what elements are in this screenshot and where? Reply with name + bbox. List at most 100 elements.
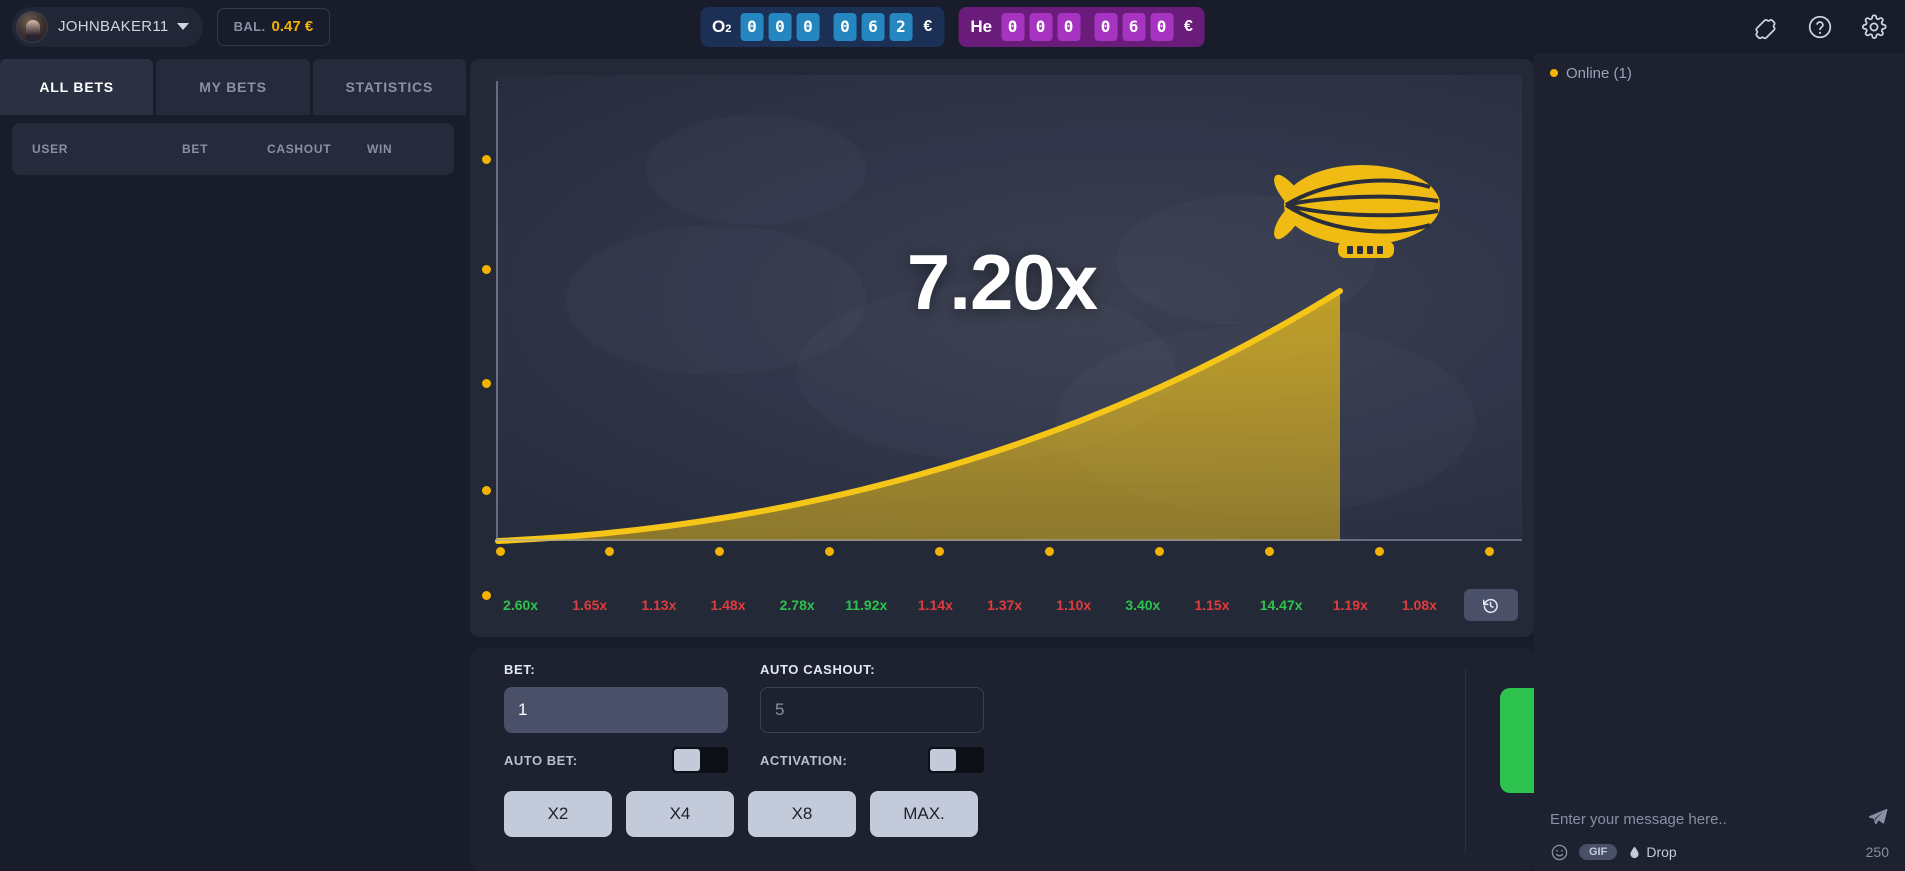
- tab-all-bets[interactable]: ALL BETS: [0, 59, 154, 115]
- counter-he-tag: He: [970, 16, 993, 36]
- ticket-icon[interactable]: [1753, 14, 1779, 40]
- bets-sidebar: ALL BETS MY BETS STATISTICS USER BET CAS…: [0, 53, 466, 871]
- chat-messages-list[interactable]: [1534, 93, 1905, 799]
- bet-fields-row: BET: € AUTO CASHOUT: X: [504, 662, 984, 733]
- emoji-icon[interactable]: [1550, 843, 1569, 862]
- counter-o2-digit: 2: [889, 12, 913, 41]
- history-item[interactable]: 2.60x: [503, 597, 539, 613]
- user-menu-button[interactable]: JOHNBAKER11: [12, 6, 203, 47]
- activation-label: ACTIVATION:: [760, 752, 848, 768]
- history-rewind-icon[interactable]: [1463, 589, 1518, 621]
- tab-my-bets[interactable]: MY BETS: [156, 59, 310, 115]
- counter-o2-digit: 6: [861, 12, 885, 41]
- column-header-cashout: CASHOUT: [267, 142, 332, 156]
- counter-he-digit: 0: [1094, 12, 1118, 41]
- history-item[interactable]: 1.08x: [1401, 597, 1437, 613]
- bet-input[interactable]: [504, 687, 728, 733]
- bets-table-header: USER BET CASHOUT WIN: [12, 123, 454, 175]
- chat-message-input[interactable]: [1550, 810, 1867, 828]
- counter-he-digit: 6: [1122, 12, 1146, 41]
- quick-multiplier-row: X2 X4 X8 MAX.: [504, 791, 984, 837]
- counter-he[interactable]: He 0 0 0 0 6 0 €: [958, 6, 1205, 47]
- chat-tools-row: GIF Drop 250: [1550, 839, 1889, 865]
- avatar: [16, 10, 48, 43]
- y-axis-dot: [482, 486, 491, 495]
- history-item[interactable]: 1.19x: [1332, 597, 1368, 613]
- chat-footer: GIF Drop 250: [1534, 799, 1905, 871]
- history-item[interactable]: 2.78x: [779, 597, 815, 613]
- x-axis-dot: [1375, 547, 1384, 556]
- settings-icon[interactable]: [1861, 13, 1887, 40]
- x-axis-dot: [1045, 547, 1054, 556]
- auto-cashout-input[interactable]: [761, 688, 983, 732]
- counter-o2-digit: 0: [796, 12, 820, 41]
- counter-he-digit: 0: [1029, 12, 1053, 41]
- auto-cashout-input-wrap[interactable]: X: [760, 687, 984, 733]
- panel-divider: [1465, 668, 1466, 854]
- y-axis-dot: [482, 155, 491, 164]
- multiplier-max-button[interactable]: MAX.: [870, 791, 978, 837]
- auto-bet-group: AUTO BET:: [504, 747, 728, 773]
- history-item[interactable]: 14.47x: [1259, 597, 1303, 613]
- history-item[interactable]: 1.14x: [917, 597, 953, 613]
- y-axis-dot: [482, 591, 491, 600]
- x-axis-dot: [825, 547, 834, 556]
- history-item[interactable]: 1.65x: [572, 597, 608, 613]
- auto-cashout-group: AUTO CASHOUT: X: [760, 662, 984, 733]
- counter-he-digit: 0: [1057, 12, 1081, 41]
- counter-o2-digit: 0: [740, 12, 764, 41]
- droplet-icon: [1630, 846, 1639, 858]
- y-axis-dot: [482, 265, 491, 274]
- history-item[interactable]: 1.37x: [987, 597, 1023, 613]
- crash-curve: [495, 288, 1343, 544]
- bet-controls: BET: € AUTO CASHOUT: X AUTO BET: A: [504, 662, 984, 837]
- multiplier-x2-button[interactable]: X2: [504, 791, 612, 837]
- curve-line: [495, 288, 1343, 544]
- history-item[interactable]: 11.92x: [845, 597, 888, 613]
- bet-amount-group: BET: €: [504, 662, 728, 733]
- x-axis-dot: [496, 547, 505, 556]
- history-item[interactable]: 1.15x: [1194, 597, 1230, 613]
- chat-sidebar: Online (1) GIF: [1534, 53, 1905, 871]
- y-axis-ticks: [482, 75, 496, 600]
- history-item[interactable]: 1.10x: [1056, 597, 1092, 613]
- tab-statistics[interactable]: STATISTICS: [312, 59, 466, 115]
- x-axis-dot: [715, 547, 724, 556]
- current-multiplier: 7.20x: [906, 238, 1098, 326]
- history-item[interactable]: 1.13x: [641, 597, 677, 613]
- send-icon[interactable]: [1867, 806, 1889, 833]
- counter-he-digit: 0: [1150, 12, 1174, 41]
- char-counter: 250: [1865, 844, 1889, 860]
- help-icon[interactable]: [1807, 14, 1833, 40]
- bet-input-wrap[interactable]: €: [504, 687, 728, 733]
- crash-chart-card: 7.20x: [470, 59, 1534, 637]
- activation-group: ACTIVATION:: [760, 747, 984, 773]
- auto-cashout-label: AUTO CASHOUT:: [760, 662, 876, 677]
- x-axis-dot: [605, 547, 614, 556]
- history-item[interactable]: 1.48x: [710, 597, 746, 613]
- auto-bet-toggle[interactable]: [672, 747, 728, 773]
- x-axis-dot: [1155, 547, 1164, 556]
- multiplier-x8-button[interactable]: X8: [748, 791, 856, 837]
- x-axis-dot: [1485, 547, 1494, 556]
- multiplier-x4-button[interactable]: X4: [626, 791, 734, 837]
- auto-bet-label: AUTO BET:: [504, 752, 578, 768]
- bet-label: BET:: [504, 662, 536, 677]
- toggle-knob: [674, 749, 700, 771]
- balance-display[interactable]: BAL. 0.47 €: [216, 7, 331, 46]
- y-axis-line: [496, 81, 498, 541]
- chat-input-row: [1550, 799, 1889, 839]
- username-label: JOHNBAKER11: [58, 18, 169, 35]
- gif-button[interactable]: GIF: [1579, 844, 1618, 860]
- online-count-label: Online (1): [1566, 64, 1632, 82]
- counter-o2-digit: 0: [768, 12, 792, 41]
- drop-button[interactable]: Drop: [1627, 844, 1677, 860]
- bet-toggles-row: AUTO BET: ACTIVATION:: [504, 747, 984, 773]
- history-item[interactable]: 3.40x: [1125, 597, 1161, 613]
- column-header-win: WIN: [367, 142, 393, 156]
- header-icon-group: [1753, 13, 1887, 40]
- chevron-down-icon[interactable]: [176, 23, 189, 30]
- activation-toggle[interactable]: [928, 747, 984, 773]
